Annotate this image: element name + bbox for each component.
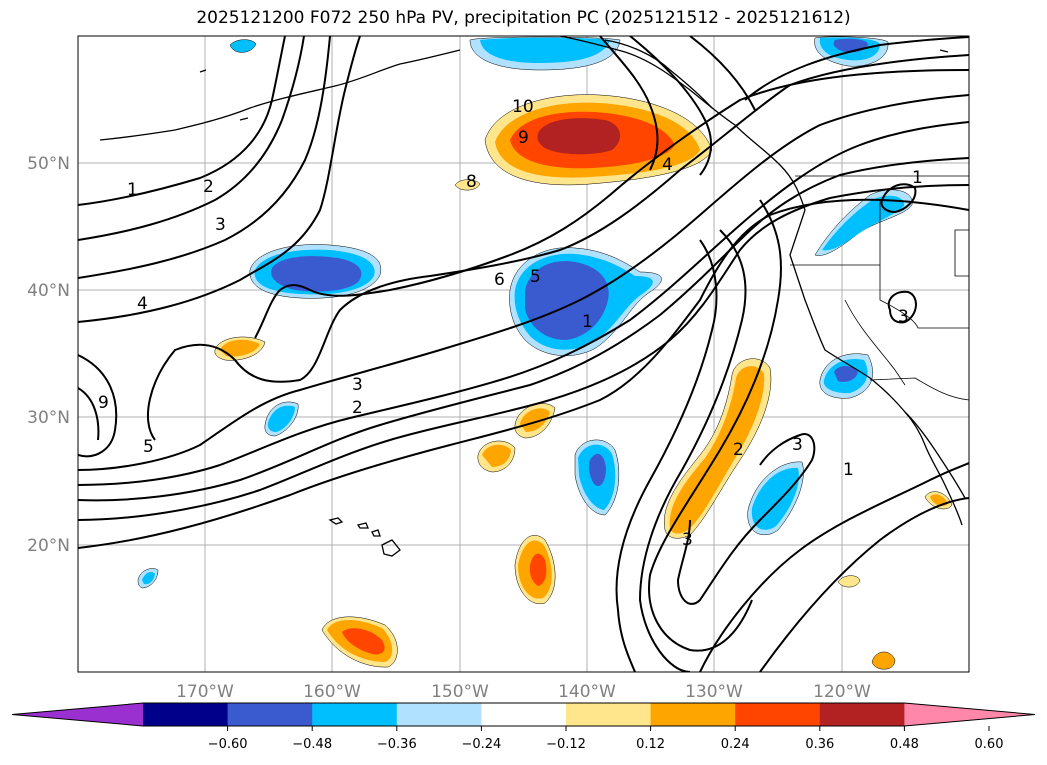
- contour-label: 3: [898, 307, 909, 327]
- contour-label: 3: [792, 435, 803, 455]
- contour-label: 10: [512, 97, 534, 117]
- colorbar-tick-label: −0.24: [461, 737, 501, 752]
- plot-frame: [77, 35, 970, 673]
- longitude-labels: 170°W 160°W 150°W 140°W 130°W 120°W: [176, 682, 871, 702]
- lon-label: 130°W: [685, 682, 743, 702]
- colorbar-tick-label: 0.24: [721, 737, 750, 752]
- colorbar: −0.60 −0.48 −0.36 −0.24 −0.12 0.12 0.24 0.36 0.4…: [11, 702, 1036, 752]
- contour-label: 4: [662, 155, 673, 175]
- contour-label: 6: [494, 270, 505, 290]
- contour-label: 3: [682, 530, 693, 550]
- colorbar-segment: [396, 703, 482, 726]
- lon-label: 120°W: [813, 682, 871, 702]
- contour-label: 3: [352, 375, 363, 395]
- colorbar-segment: [227, 703, 313, 726]
- contour-label: 5: [143, 437, 154, 457]
- colorbar-tick-label: 0.60: [975, 737, 1004, 752]
- contour-label: 2: [733, 440, 744, 460]
- contour-label: 2: [352, 398, 363, 418]
- contour-label: 8: [466, 172, 477, 192]
- colorbar-segment: [143, 703, 229, 726]
- colorbar-segment: [735, 703, 821, 726]
- lat-label: 50°N: [27, 154, 70, 174]
- map-title: 2025121200 F072 250 hPa PV, precipitatio…: [196, 8, 851, 28]
- colorbar-extend-low: [12, 703, 143, 726]
- contour-label: 9: [518, 128, 529, 148]
- lat-label: 20°N: [27, 536, 70, 556]
- colorbar-segment: [650, 703, 736, 726]
- contour-label: 3: [215, 215, 226, 235]
- colorbar-segment: [566, 703, 652, 726]
- colorbar-tick-label: −0.48: [292, 737, 332, 752]
- lon-label: 140°W: [558, 682, 616, 702]
- contour-label: 9: [98, 393, 109, 413]
- lat-label: 30°N: [27, 408, 70, 428]
- colorbar-segment: [312, 703, 398, 726]
- latitude-labels: 50°N 40°N 30°N 20°N: [27, 154, 70, 556]
- pv-contours: [78, 36, 969, 672]
- colorbar-tick-label: 0.12: [636, 737, 665, 752]
- colorbar-extend-high: [904, 703, 1035, 726]
- contour-label: 1: [582, 312, 593, 332]
- lon-label: 170°W: [176, 682, 234, 702]
- coastlines: [99, 36, 969, 557]
- contour-label: 1: [127, 180, 138, 200]
- colorbar-tick-label: −0.12: [546, 737, 586, 752]
- colorbar-segment: [819, 703, 905, 726]
- contour-label: 2: [203, 177, 214, 197]
- contour-label: 5: [530, 267, 541, 287]
- contour-label: 1: [843, 460, 854, 480]
- colorbar-tick-label: −0.60: [208, 737, 248, 752]
- contour-label: 4: [137, 294, 148, 314]
- colorbar-tick-label: 0.48: [890, 737, 919, 752]
- colorbar-tick-label: 0.36: [805, 737, 834, 752]
- lon-label: 160°W: [303, 682, 361, 702]
- colorbar-tick-label: −0.36: [377, 737, 417, 752]
- colorbar-segment: [481, 703, 567, 726]
- lon-label: 150°W: [431, 682, 489, 702]
- contour-label: 1: [912, 168, 923, 188]
- lat-label: 40°N: [27, 281, 70, 301]
- contour-labels: 1 2 3 4 10 9 8 6 5 1 4 3 2 9 5 1 3 2 3 1…: [98, 97, 923, 550]
- colorbar-outline: [11, 702, 1036, 727]
